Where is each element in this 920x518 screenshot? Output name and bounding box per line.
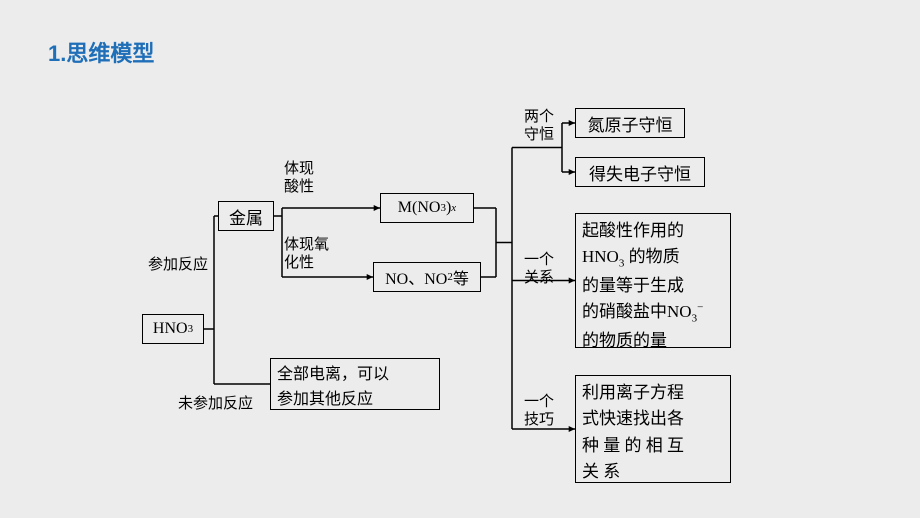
node-jinshu: 金属 (218, 201, 274, 231)
node-mno3x: M(NO3)x (380, 193, 474, 223)
page-title: 1.思维模型 (48, 36, 154, 68)
label-yige-gx: 一个关系 (524, 251, 554, 287)
node-eloss: 得失电子守恒 (575, 157, 705, 187)
node-nono2: NO、NO2等 (373, 262, 481, 292)
label-liangge: 两个守恒 (524, 108, 554, 144)
label-suanxing: 体现酸性 (284, 160, 314, 196)
label-yige-jq: 一个技巧 (524, 393, 554, 429)
label-canjia: 参加反应 (148, 256, 208, 274)
edges-svg (0, 0, 920, 518)
node-acidqty: 起酸性作用的HNO3 的物质的量等于生成的硝酸盐中NO3−的物质的量 (575, 213, 731, 348)
node-ionize: 全部电离，可以参加其他反应 (270, 358, 440, 410)
node-hno3: HNO3 (142, 314, 204, 344)
node-natom: 氮原子守恒 (575, 108, 685, 138)
node-iontrick: 利用离子方程式快速找出各种 量 的 相 互关 系 (575, 375, 731, 483)
label-weicanjia: 未参加反应 (178, 395, 253, 413)
label-yanghua: 体现氧化性 (284, 236, 329, 272)
